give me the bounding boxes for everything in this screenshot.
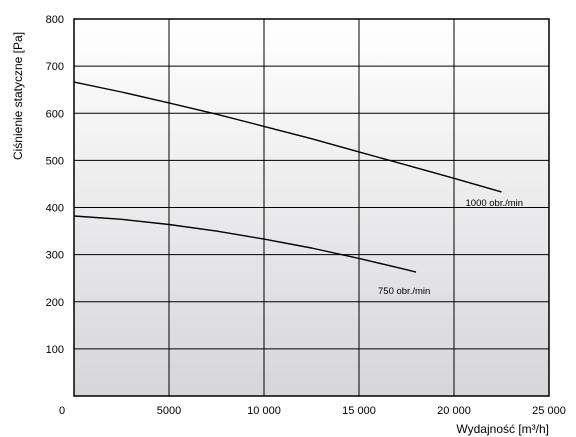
series-group: 1000 obr./min 750 obr./min — [73, 81, 524, 297]
y-axis-label: Ciśnienie statyczne [Pa] — [11, 32, 25, 160]
x-tick-label-2: 10 000 — [247, 405, 281, 417]
x-tick-labels: 0 5000 10 000 15 000 20 000 25 000 — [59, 405, 566, 417]
series-line-0 — [73, 81, 502, 193]
y-tick-label-1: 200 — [46, 297, 64, 309]
y-tick-labels: 100 200 300 400 500 600 700 800 — [46, 14, 64, 356]
y-tick-label-3: 400 — [46, 203, 64, 215]
y-tick-label-4: 500 — [46, 155, 64, 167]
y-tick-label-5: 600 — [46, 108, 64, 120]
x-tick-label-4: 20 000 — [437, 405, 471, 417]
y-tick-label-7: 800 — [46, 14, 64, 26]
x-tick-label-5: 25 000 — [532, 405, 566, 417]
x-tick-label-1: 5000 — [157, 405, 181, 417]
x-tick-label-0: 0 — [59, 405, 65, 417]
x-tick-label-3: 15 000 — [342, 405, 376, 417]
plot-frame — [73, 18, 550, 397]
y-tick-label-6: 700 — [46, 61, 64, 73]
series-label-0: 1000 obr./min — [466, 198, 524, 209]
y-tick-label-2: 300 — [46, 250, 64, 262]
y-tick-label-0: 100 — [46, 344, 64, 356]
series-line-1 — [73, 215, 417, 273]
x-axis-label: Wydajność [m³/h] — [456, 422, 549, 436]
series-label-1: 750 obr./min — [378, 286, 430, 297]
grid — [74, 19, 549, 396]
